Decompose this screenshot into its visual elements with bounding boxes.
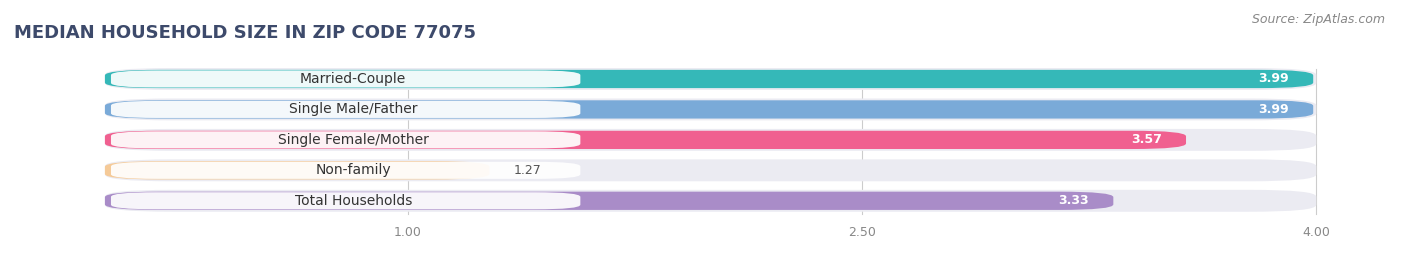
Text: 3.99: 3.99 xyxy=(1258,103,1289,116)
Text: 1.27: 1.27 xyxy=(513,164,541,177)
Text: Single Female/Mother: Single Female/Mother xyxy=(278,133,429,147)
FancyBboxPatch shape xyxy=(111,131,581,148)
Text: Single Male/Father: Single Male/Father xyxy=(290,102,418,116)
Text: Source: ZipAtlas.com: Source: ZipAtlas.com xyxy=(1251,13,1385,26)
Text: 3.99: 3.99 xyxy=(1258,72,1289,86)
FancyBboxPatch shape xyxy=(105,68,1316,90)
FancyBboxPatch shape xyxy=(105,70,1313,88)
FancyBboxPatch shape xyxy=(105,190,1316,212)
FancyBboxPatch shape xyxy=(111,101,581,118)
Text: Total Households: Total Households xyxy=(294,194,412,208)
FancyBboxPatch shape xyxy=(105,192,1114,210)
FancyBboxPatch shape xyxy=(105,98,1316,121)
FancyBboxPatch shape xyxy=(105,131,1187,149)
FancyBboxPatch shape xyxy=(105,159,1316,181)
Text: MEDIAN HOUSEHOLD SIZE IN ZIP CODE 77075: MEDIAN HOUSEHOLD SIZE IN ZIP CODE 77075 xyxy=(14,24,477,43)
Text: Non-family: Non-family xyxy=(315,163,391,177)
Text: 3.57: 3.57 xyxy=(1130,133,1161,146)
FancyBboxPatch shape xyxy=(105,161,489,179)
FancyBboxPatch shape xyxy=(105,100,1313,119)
FancyBboxPatch shape xyxy=(111,70,581,87)
FancyBboxPatch shape xyxy=(111,192,581,209)
FancyBboxPatch shape xyxy=(105,129,1316,151)
Text: 3.33: 3.33 xyxy=(1059,194,1090,207)
FancyBboxPatch shape xyxy=(111,162,581,179)
Text: Married-Couple: Married-Couple xyxy=(299,72,406,86)
